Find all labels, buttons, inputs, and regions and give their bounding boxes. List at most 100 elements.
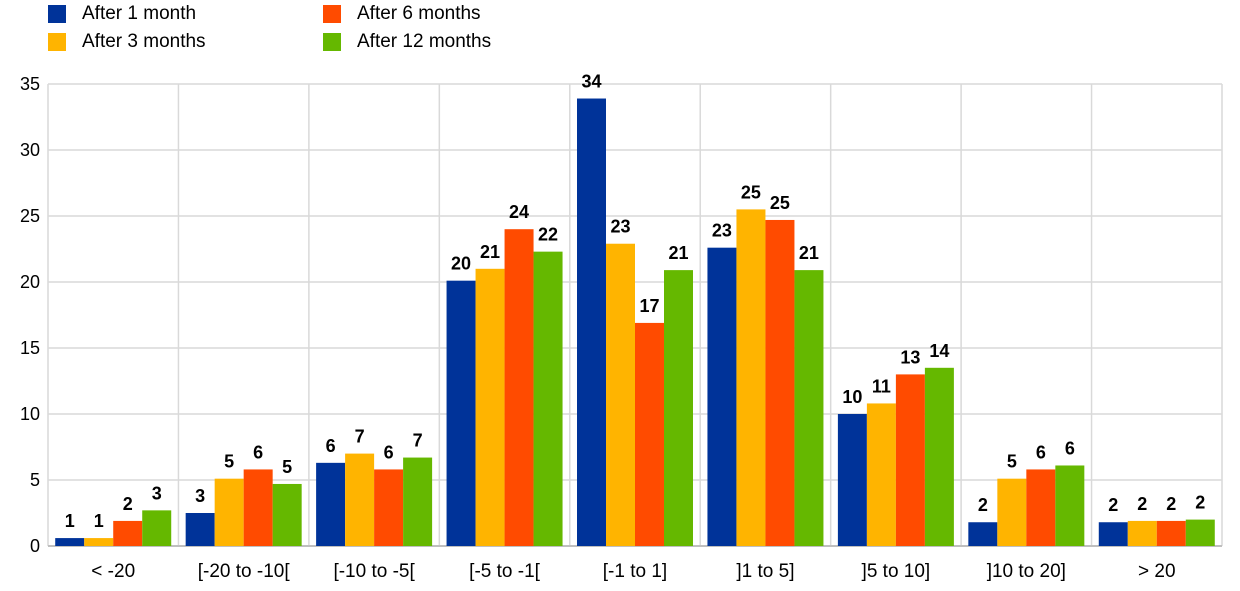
data-label-after-3-months-1-to-5: 25	[741, 182, 761, 202]
data-label-after-12-months-10-to-5: 7	[413, 431, 423, 451]
data-label-after-12-months-20: 3	[152, 483, 162, 503]
bar-after-1-month-20-to-10	[185, 513, 215, 546]
bar-after-3-months-1-to-1	[606, 243, 635, 546]
legend-swatch-after-1-month	[48, 5, 66, 23]
bar-after-12-months-5-to-1	[533, 251, 563, 546]
x-tick-label-20: > 20	[1138, 561, 1176, 582]
bar-after-6-months-10-to-20	[1026, 469, 1056, 546]
bar-after-1-month-5-to-10	[837, 414, 867, 546]
data-label-after-12-months-20: 2	[1195, 493, 1205, 513]
bar-after-6-months-20	[1156, 520, 1186, 546]
bar-after-1-month-20	[55, 538, 85, 546]
y-tick-label-10: 10	[20, 404, 40, 424]
x-tick-label-5-to-1: [-5 to -1[	[469, 561, 540, 582]
data-label-after-1-month-20-to-10: 3	[195, 486, 205, 506]
data-label-after-1-month-5-to-10: 10	[842, 387, 862, 407]
data-label-after-6-months-1-to-1: 17	[639, 296, 659, 316]
bar-after-12-months-1-to-1	[664, 270, 693, 546]
legend-swatch-after-3-months	[48, 33, 66, 51]
data-label-after-3-months-5-to-1: 21	[480, 242, 500, 262]
bar-after-12-months-10-to-20	[1055, 465, 1085, 546]
legend-label-after-6-months: After 6 months	[357, 3, 481, 24]
data-label-after-12-months-1-to-1: 21	[668, 243, 688, 263]
y-tick-label-0: 0	[30, 536, 40, 556]
bar-after-12-months-20	[142, 510, 172, 546]
bar-after-6-months-1-to-1	[635, 322, 664, 546]
bar-after-3-months-10-to-20	[997, 478, 1027, 546]
data-label-after-1-month-1-to-5: 23	[712, 221, 732, 241]
x-tick-label-10-to-5: [-10 to -5[	[333, 561, 415, 582]
bars	[55, 98, 1215, 547]
data-label-after-6-months-10-to-20: 6	[1036, 442, 1046, 462]
x-tick-label-20-to-10: [-20 to -10[	[198, 561, 291, 582]
data-label-after-6-months-5-to-10: 13	[900, 347, 920, 367]
bar-after-1-month-5-to-1	[446, 280, 476, 546]
bar-after-6-months-10-to-5	[374, 469, 404, 546]
data-label-after-3-months-20: 2	[1137, 494, 1147, 514]
bar-after-1-month-1-to-1	[577, 98, 606, 547]
data-label-after-12-months-5-to-10: 14	[929, 341, 949, 361]
bar-after-6-months-5-to-1	[504, 229, 534, 546]
bar-after-12-months-20-to-10	[272, 483, 302, 546]
data-label-after-12-months-1-to-5: 21	[799, 243, 819, 263]
x-tick-label-5-to-10: ]5 to 10]	[862, 561, 931, 582]
legend-item-after-12-months: After 12 months	[323, 30, 491, 54]
y-tick-label-20: 20	[20, 272, 40, 292]
y-tick-label-35: 35	[20, 74, 40, 94]
data-label-after-12-months-20-to-10: 5	[282, 457, 292, 477]
data-label-after-12-months-5-to-1: 22	[538, 225, 558, 245]
bar-after-6-months-20	[113, 520, 143, 546]
bar-after-3-months-20	[1127, 520, 1157, 546]
data-label-after-3-months-20: 1	[94, 511, 104, 531]
bar-after-3-months-10-to-5	[345, 453, 375, 546]
legend-label-after-1-month: After 1 month	[82, 3, 197, 24]
y-tick-label-5: 5	[30, 470, 40, 490]
bar-after-6-months-1-to-5	[765, 219, 795, 546]
legend-item-after-6-months: After 6 months	[323, 2, 481, 26]
data-label-after-1-month-10-to-5: 6	[326, 436, 336, 456]
y-tick-label-30: 30	[20, 140, 40, 160]
bar-after-3-months-20-to-10	[214, 478, 244, 546]
bar-after-1-month-1-to-5	[707, 247, 737, 546]
y-tick-label-15: 15	[20, 338, 40, 358]
legend-swatch-after-6-months	[323, 5, 341, 23]
data-label-after-1-month-5-to-1: 20	[451, 254, 471, 274]
bar-after-1-month-20	[1098, 522, 1128, 546]
bar-after-3-months-20	[84, 538, 114, 546]
data-label-after-6-months-20: 2	[123, 494, 133, 514]
y-tick-label-25: 25	[20, 206, 40, 226]
bar-after-3-months-5-to-1	[475, 268, 505, 546]
bar-after-12-months-20	[1185, 519, 1215, 546]
bar-after-3-months-1-to-5	[736, 209, 766, 546]
x-tick-label-10-to-20: ]10 to 20]	[987, 561, 1066, 582]
bar-after-1-month-10-to-5	[316, 462, 346, 546]
data-label-after-1-month-10-to-20: 2	[978, 495, 988, 515]
bar-after-12-months-10-to-5	[403, 457, 433, 546]
legend-swatch-after-12-months	[323, 33, 341, 51]
bar-after-6-months-20-to-10	[243, 469, 273, 546]
x-tick-label-1-to-5: ]1 to 5]	[736, 561, 794, 582]
legend-label-after-3-months: After 3 months	[82, 31, 206, 52]
bar-after-6-months-5-to-10	[895, 374, 925, 546]
data-label-after-3-months-1-to-1: 23	[610, 217, 630, 237]
data-label-after-6-months-5-to-1: 24	[509, 202, 529, 222]
bar-after-12-months-1-to-5	[794, 270, 824, 546]
data-label-after-3-months-5-to-10: 11	[872, 376, 891, 396]
data-label-after-1-month-1-to-1: 34	[581, 72, 601, 92]
data-label-after-6-months-10-to-5: 6	[384, 442, 394, 462]
legend-item-after-1-month: After 1 month	[48, 2, 196, 26]
bar-after-3-months-5-to-10	[866, 403, 896, 546]
bar-after-12-months-5-to-10	[924, 367, 954, 546]
legend-item-after-3-months: After 3 months	[48, 30, 206, 54]
data-label-after-6-months-1-to-5: 25	[770, 193, 790, 213]
legend: After 1 month After 6 months After 3 mon…	[48, 2, 608, 54]
bar-after-1-month-10-to-20	[968, 522, 998, 546]
data-label-after-3-months-20-to-10: 5	[224, 452, 234, 472]
data-label-after-6-months-20: 2	[1166, 494, 1176, 514]
data-label-after-3-months-10-to-20: 5	[1007, 452, 1017, 472]
legend-label-after-12-months: After 12 months	[357, 31, 492, 52]
data-label-after-12-months-10-to-20: 6	[1065, 438, 1075, 458]
data-label-after-1-month-20: 1	[65, 511, 75, 531]
